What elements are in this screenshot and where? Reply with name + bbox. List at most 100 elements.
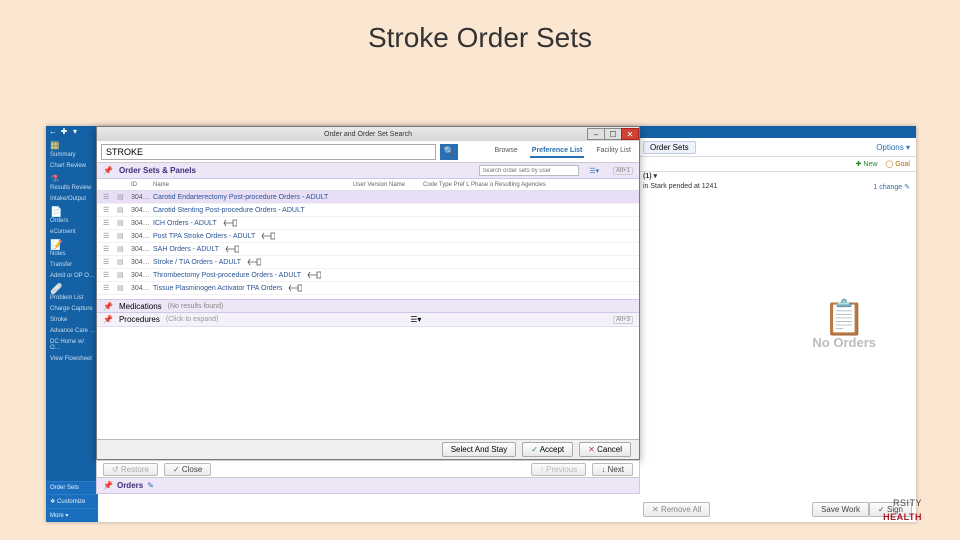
row-id: 304… [131, 194, 153, 201]
dialog-titlebar: Order and Order Set Search ‒ ☐ ✕ [97, 127, 639, 141]
nav-dc-home[interactable]: DC Home w/ O… [46, 337, 98, 354]
row-name: Carotid Endarterectomy Post-procedure Or… [153, 194, 639, 201]
order-set-row[interactable]: ☰▤304…SAH Orders - ADULT [97, 243, 639, 256]
order-set-row[interactable]: ☰▤304…ICH Orders - ADULT [97, 217, 639, 230]
new-button[interactable]: New [856, 160, 878, 168]
change-link[interactable]: 1 change ✎ [873, 183, 910, 191]
nav-order-sets[interactable]: Order Sets [46, 481, 98, 494]
save-work-button[interactable]: Save Work [812, 502, 869, 517]
nav-summary[interactable]: Summary [46, 138, 98, 161]
window-minimize-button[interactable]: ‒ [587, 128, 605, 140]
row-name: Post TPA Stroke Orders - ADULT [153, 232, 639, 240]
next-button[interactable]: Next [592, 463, 633, 476]
section-medications[interactable]: 📌 Medications (No results found) [97, 299, 639, 313]
options-menu[interactable]: Options ▾ [876, 143, 910, 152]
order-sets-title: Order Sets & Panels [119, 166, 196, 175]
pin-icon: 📌 [103, 481, 113, 490]
window-maximize-button[interactable]: ☐ [604, 128, 622, 140]
nav-transfer[interactable]: Transfer [46, 260, 98, 271]
nav-charge-capture[interactable]: Charge Capture [46, 304, 98, 315]
row-icon: ☰ [103, 232, 117, 240]
order-set-row[interactable]: ☰▤304…Tissue Plasminogen Activator TPA O… [97, 282, 639, 295]
select-and-stay-button[interactable]: Select And Stay [442, 442, 516, 457]
callout-arrow-icon [223, 219, 237, 227]
row-icon: ☰ [103, 245, 117, 253]
user-search-input[interactable] [479, 165, 579, 176]
row-icon: ☰ [103, 284, 117, 292]
lower-strip: ↺ Restore Close ↑ Previous Next 📌 Orders… [96, 460, 640, 494]
medications-note: (No results found) [168, 303, 224, 310]
goal-button[interactable]: Goal [885, 160, 910, 168]
nav-orders[interactable]: Orders [46, 205, 98, 227]
procedures-note: (Click to expand) [166, 316, 219, 323]
restore-button[interactable]: ↺ Restore [103, 463, 158, 476]
search-input[interactable] [101, 144, 436, 160]
tab-preference-list[interactable]: Preference List [530, 145, 585, 158]
doc-icon: ▤ [117, 193, 131, 201]
nav-admit[interactable]: Admit or OP O… [46, 271, 98, 282]
search-go-button[interactable]: 🔍 [440, 144, 458, 160]
pin-icon: 📌 [103, 302, 113, 311]
row-icon: ☰ [103, 206, 117, 214]
order-set-row[interactable]: ☰▤304…Post TPA Stroke Orders - ADULT [97, 230, 639, 243]
nav-intake-output[interactable]: Intake/Output [46, 194, 98, 205]
order-set-row[interactable]: ☰▤304…Stroke / TIA Orders - ADULT [97, 256, 639, 269]
pended-text: in Stark pended at 1241 [643, 183, 717, 191]
tab-order-sets[interactable]: Order Sets [643, 141, 696, 154]
close-button[interactable]: Close [164, 463, 211, 476]
brand-bottom: HEALTH [883, 512, 922, 522]
kb-hint-alt1: Alt+1 [613, 167, 633, 175]
pin-icon: 📌 [103, 166, 113, 175]
col-name: Name [153, 182, 353, 188]
row-name: SAH Orders - ADULT [153, 245, 639, 253]
cancel-button[interactable]: Cancel [579, 442, 631, 457]
slide-title: Stroke Order Sets [0, 0, 960, 72]
row-id: 304… [131, 272, 153, 279]
previous-button[interactable]: ↑ Previous [531, 463, 586, 476]
row-id: 304… [131, 233, 153, 240]
procedures-title: Procedures [119, 315, 160, 324]
callout-arrow-icon [288, 284, 302, 292]
filter-button[interactable]: ☰▾ [410, 315, 421, 324]
nav-advance-care[interactable]: Advance Care … [46, 326, 98, 337]
doc-icon: ▤ [117, 271, 131, 279]
doc-icon: ▤ [117, 284, 131, 292]
tab-browse[interactable]: Browse [492, 145, 519, 158]
nav-stroke[interactable]: Stroke [46, 315, 98, 326]
section-procedures[interactable]: 📌 Procedures (Click to expand) ☰▾ Alt+3 [97, 313, 639, 327]
row-name: Tissue Plasminogen Activator TPA Orders [153, 284, 639, 292]
plus-icon[interactable]: ✚ [60, 128, 68, 136]
tab-facility-list[interactable]: Facility List [594, 145, 633, 158]
row-name: Thrombectomy Post-procedure Orders - ADU… [153, 271, 639, 279]
back-icon[interactable]: ← [49, 128, 57, 136]
section-order-sets[interactable]: 📌 Order Sets & Panels ☰▾ Alt+1 [97, 163, 639, 179]
order-set-row[interactable]: ☰▤304…Carotid Stenting Post-procedure Or… [97, 204, 639, 217]
order-summary: (1) ▾ in Stark pended at 1241 1 change ✎ [643, 172, 910, 191]
nav-more[interactable]: More ▾ [46, 508, 98, 522]
nav-chart-review[interactable]: Chart Review [46, 161, 98, 172]
accept-button[interactable]: Accept [522, 442, 573, 457]
dialog-search-bar: 🔍 Browse Preference List Facility List [97, 141, 639, 163]
callout-arrow-icon [225, 245, 239, 253]
nav-view-flowsheet[interactable]: View Flowsheet [46, 354, 98, 365]
doc-icon: ▤ [117, 245, 131, 253]
chevron-down-icon[interactable]: ▾ [71, 128, 79, 136]
row-name: Carotid Stenting Post-procedure Orders -… [153, 207, 639, 214]
nav-customize[interactable]: ❖ Customize [46, 494, 98, 508]
order-set-row[interactable]: ☰▤304…Carotid Endarterectomy Post-proced… [97, 191, 639, 204]
remove-all-button[interactable]: Remove All [643, 502, 710, 517]
no-orders-label: No Orders [812, 335, 876, 350]
edit-icon[interactable]: ✎ [147, 481, 154, 490]
filter-button[interactable]: ☰▾ [589, 167, 599, 175]
order-set-row[interactable]: ☰▤304…Thrombectomy Post-procedure Orders… [97, 269, 639, 282]
row-id: 304… [131, 246, 153, 253]
rail-bottom: Order Sets ❖ Customize More ▾ [46, 481, 98, 522]
rail-top-buttons: ← ✚ ▾ [46, 126, 98, 138]
col-rest: Code Type Pref L Phase o Resulting Agenc… [423, 182, 593, 188]
window-close-button[interactable]: ✕ [621, 128, 639, 140]
nav-problem-list[interactable]: Problem List [46, 282, 98, 304]
nav-econsent[interactable]: eConsent [46, 227, 98, 238]
nav-notes[interactable]: Notes [46, 238, 98, 260]
nav-results-review[interactable]: Results Review [46, 172, 98, 194]
row-name: ICH Orders - ADULT [153, 219, 639, 227]
